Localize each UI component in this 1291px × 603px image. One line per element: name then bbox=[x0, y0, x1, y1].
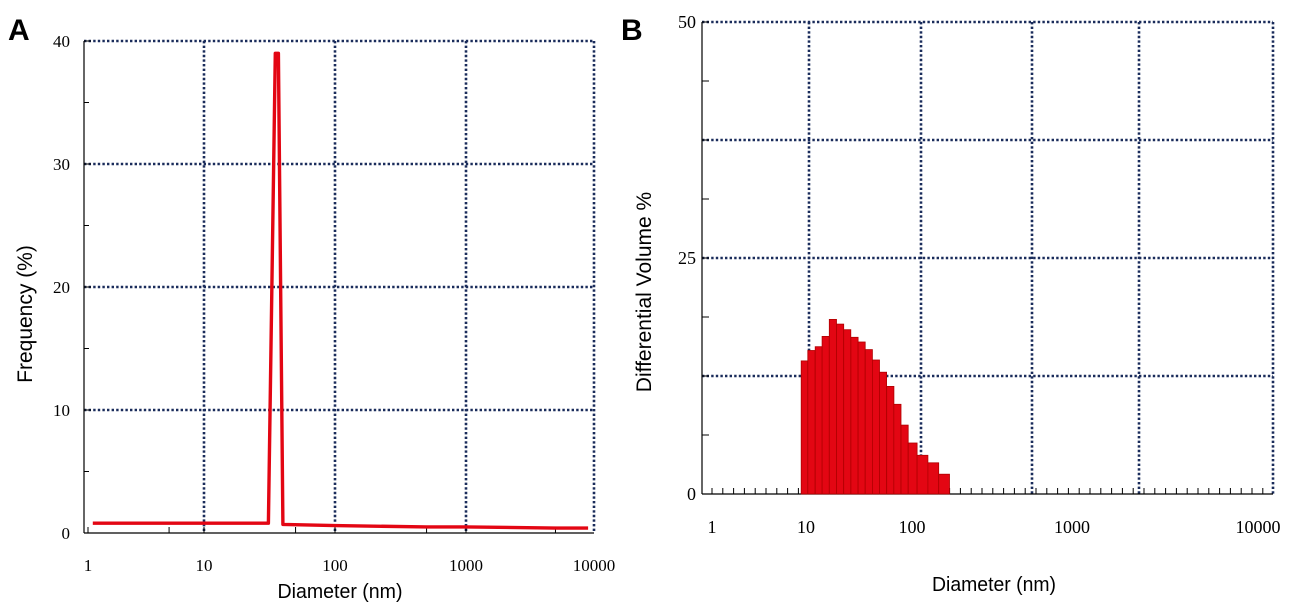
series-line bbox=[92, 51, 589, 530]
x-tick-label: 1 bbox=[84, 556, 93, 575]
histogram-bar bbox=[864, 349, 873, 495]
y-tick-label: 0 bbox=[62, 524, 71, 543]
histogram-bar bbox=[857, 341, 866, 495]
x-tick-label: 100 bbox=[322, 556, 348, 575]
histogram-bar bbox=[893, 403, 902, 495]
x-tick-label: 10 bbox=[797, 517, 815, 537]
histogram-bar bbox=[800, 360, 809, 495]
panel-a-y-tick-labels: 0 10 20 30 40 bbox=[53, 32, 70, 543]
y-tick-label: 40 bbox=[53, 32, 70, 51]
y-tick-label: 50 bbox=[678, 12, 696, 32]
y-tick-label: 30 bbox=[53, 155, 70, 174]
panel-a-label: A bbox=[8, 14, 30, 47]
x-tick-label: 10000 bbox=[1236, 517, 1281, 537]
x-tick-label: 10000 bbox=[573, 556, 616, 575]
histogram-bar bbox=[900, 424, 909, 495]
panel-b-y-tick-labels: 0 25 50 bbox=[678, 12, 696, 504]
y-tick-label: 20 bbox=[53, 278, 70, 297]
histogram-bar bbox=[916, 454, 929, 495]
y-tick-label: 10 bbox=[53, 401, 70, 420]
panel-b-label: B bbox=[621, 14, 643, 47]
histogram-bar bbox=[821, 335, 830, 495]
x-tick-label: 10 bbox=[196, 556, 213, 575]
panel-a-y-axis-title: Frequency (%) bbox=[14, 245, 37, 383]
panel-b-grid bbox=[702, 20, 1275, 494]
x-tick-label: 1 bbox=[708, 517, 717, 537]
panel-b-x-tick-labels: 1 10 100 1000 10000 bbox=[708, 517, 1281, 537]
histogram-bar bbox=[879, 371, 887, 495]
panel-a-series bbox=[92, 51, 589, 530]
panel-a-ticks bbox=[84, 40, 556, 534]
histogram-bar bbox=[836, 323, 845, 495]
histogram-bar bbox=[850, 336, 859, 495]
panel-b: B 1 10 100 1000 10000 0 25 50 Diameter (nm) Di… bbox=[621, 12, 1281, 596]
histogram-bar bbox=[886, 385, 895, 495]
panel-a-grid bbox=[84, 39, 596, 533]
histogram-bar bbox=[927, 462, 940, 495]
x-tick-label: 1000 bbox=[1054, 517, 1090, 537]
histogram-bar bbox=[814, 346, 823, 495]
panel-a-x-tick-labels: 1 10 100 1000 10000 bbox=[84, 556, 616, 575]
panel-a-x-axis-title: Diameter (nm) bbox=[278, 581, 403, 603]
y-tick-label: 0 bbox=[687, 484, 696, 504]
x-tick-label: 1000 bbox=[449, 556, 483, 575]
histogram-bar bbox=[872, 359, 880, 495]
panel-b-x-axis-title: Diameter (nm) bbox=[932, 574, 1056, 596]
histogram-bar bbox=[843, 329, 852, 495]
panel-a: A 1 10 100 1000 10000 0 10 20 30 40 Diameter (nm… bbox=[8, 14, 615, 603]
histogram-bar bbox=[907, 442, 918, 495]
y-tick-label: 25 bbox=[678, 248, 696, 268]
histogram-bar bbox=[807, 350, 816, 495]
histogram-bar bbox=[828, 318, 837, 495]
histogram-bar bbox=[938, 473, 950, 495]
panel-b-bars bbox=[800, 318, 950, 495]
panel-b-y-axis-title: Differential Volume % bbox=[633, 192, 656, 392]
x-tick-label: 100 bbox=[899, 517, 926, 537]
